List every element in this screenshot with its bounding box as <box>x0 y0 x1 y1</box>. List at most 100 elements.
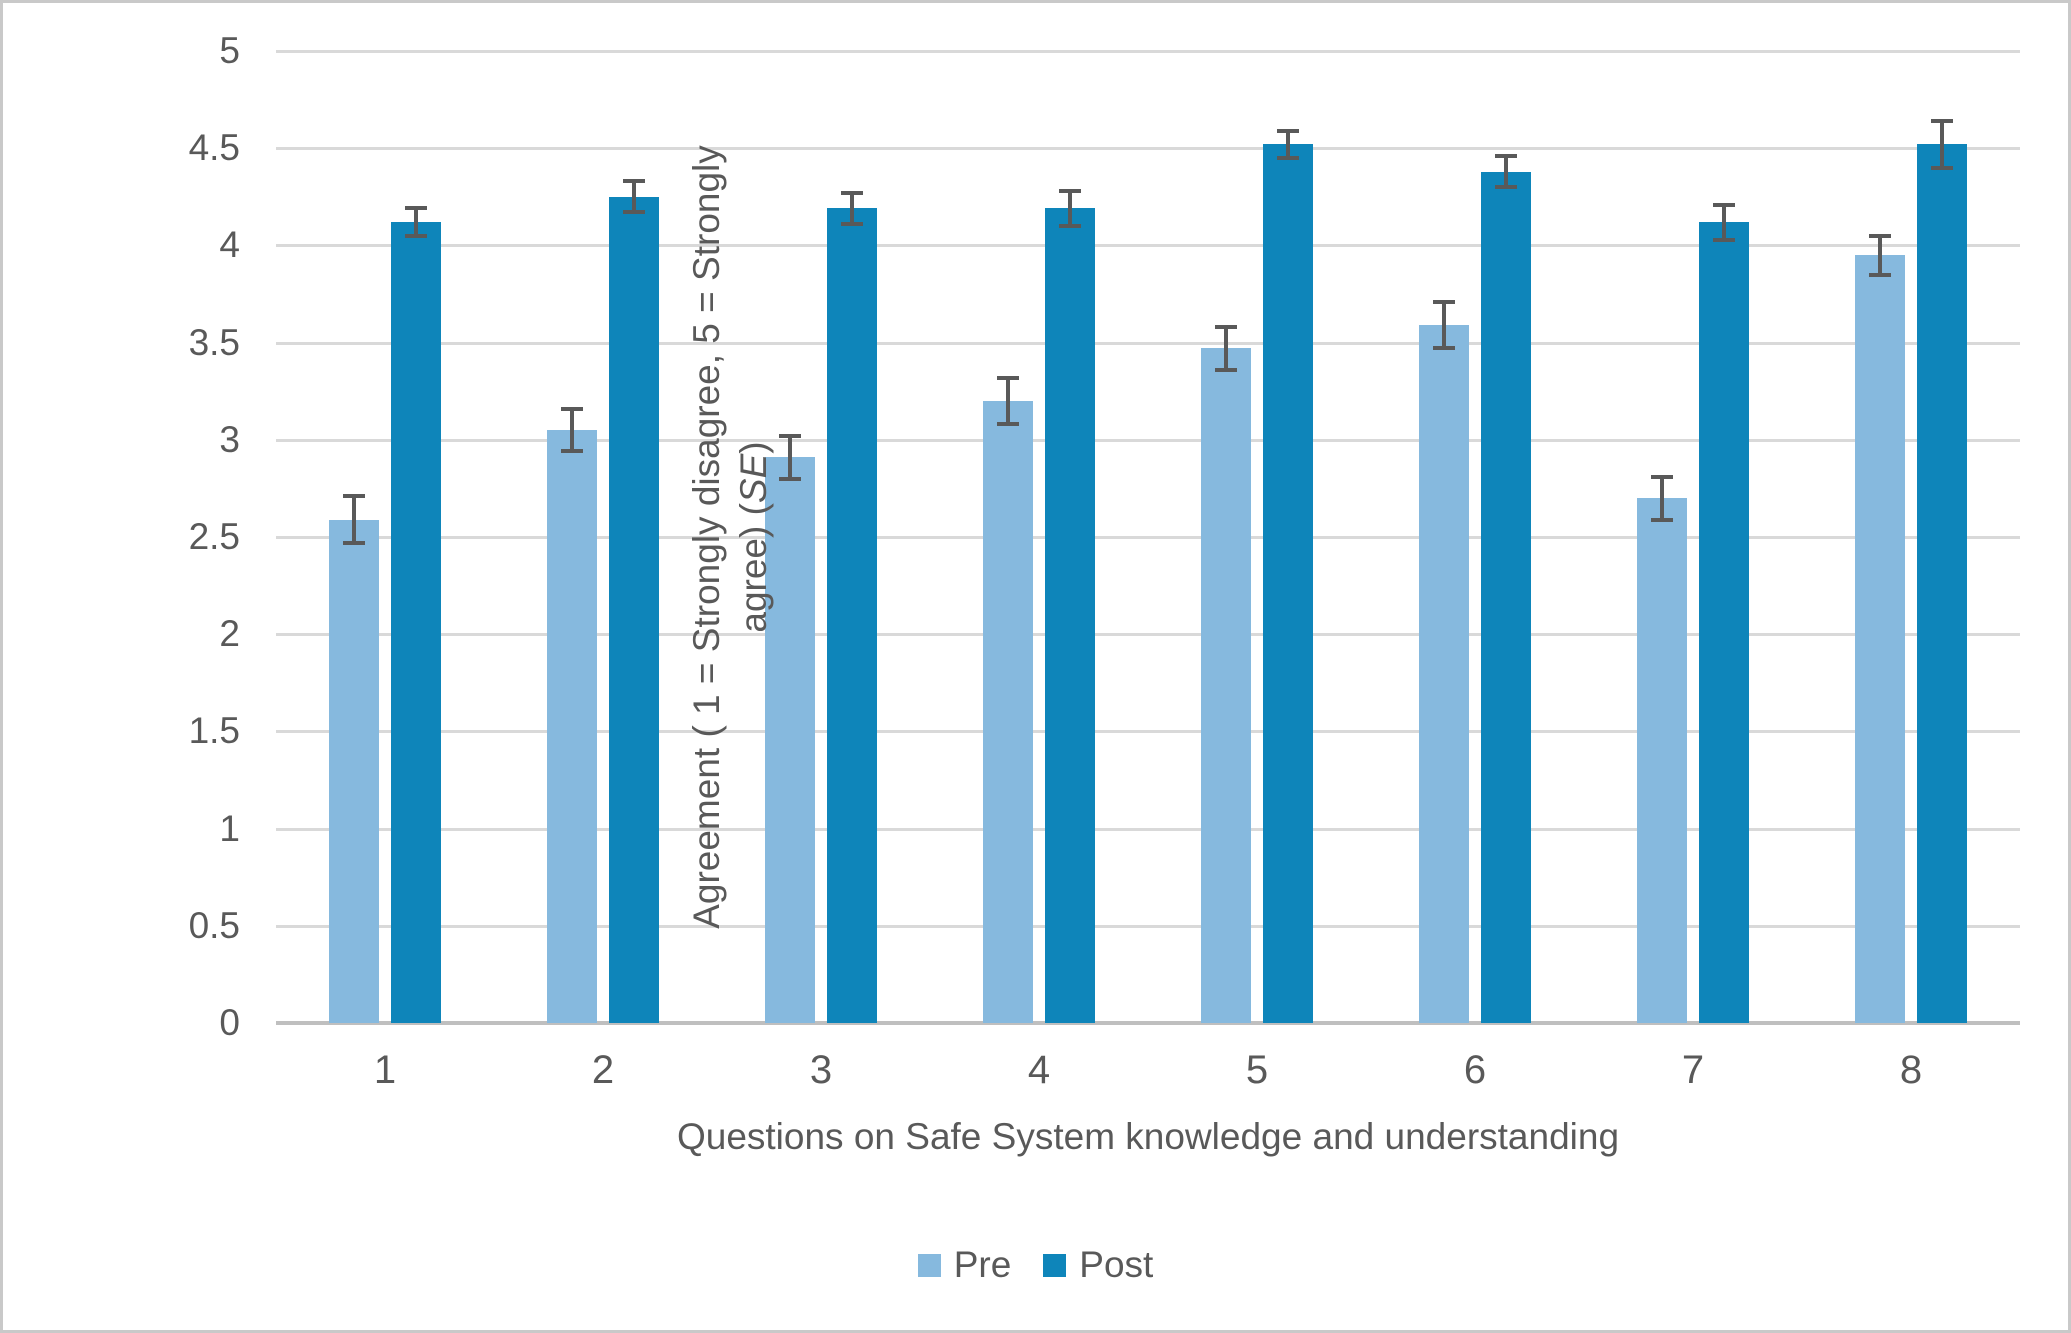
error-bar-cap <box>841 190 863 195</box>
y-tick-label: 1.5 <box>188 710 240 752</box>
y-tick-label: 3.5 <box>188 321 240 363</box>
bar-post-q5 <box>1263 144 1313 1023</box>
error-bar-cap <box>405 206 427 211</box>
error-bar-pre-q6 <box>1442 301 1446 349</box>
error-bar-cap <box>779 476 801 481</box>
gridline <box>276 341 2020 345</box>
legend: Pre Post <box>0 1244 2071 1286</box>
y-tick-label: 4 <box>219 224 240 266</box>
bar-post-q3 <box>827 208 877 1023</box>
x-tick-label: 6 <box>1463 1048 1487 1092</box>
y-tick-label: 5 <box>219 30 240 71</box>
error-bar-cap <box>1495 185 1517 190</box>
legend-swatch-post-icon <box>1043 1253 1067 1277</box>
error-bar-post-q1 <box>414 208 418 236</box>
error-bar-cap <box>1651 517 1673 522</box>
error-bar-pre-q3 <box>788 435 792 479</box>
y-tick-label: 1 <box>219 807 240 849</box>
y-tick-label: 2 <box>219 613 240 655</box>
gridline <box>276 438 2020 442</box>
x-axis-line <box>276 1021 2020 1025</box>
error-bar-pre-q1 <box>352 496 356 543</box>
error-bar-cap <box>1495 153 1517 158</box>
y-tick-label: 3 <box>219 418 240 460</box>
y-tick-label: 2.5 <box>188 516 240 557</box>
bar-post-q8 <box>1917 144 1967 1023</box>
gridline <box>276 924 2020 928</box>
gridline <box>276 536 2020 539</box>
gridline <box>276 730 2020 734</box>
y-axis-title: Agreement ( 1 = Strongly disagree, 5 = S… <box>683 0 777 1162</box>
error-bar-cap <box>1059 188 1081 193</box>
y-tick-label: 0.5 <box>188 904 240 946</box>
error-bar-pre-q2 <box>570 408 574 452</box>
error-bar-post-q4 <box>1068 190 1072 226</box>
x-tick-label: 4 <box>1027 1048 1051 1092</box>
error-bar-cap <box>1931 118 1953 123</box>
error-bar-post-q3 <box>850 192 854 224</box>
bar-pre-q4 <box>983 400 1033 1023</box>
x-axis-title: Questions on Safe System knowledge and u… <box>676 1116 1620 1157</box>
legend-item-pre: Pre <box>917 1244 1012 1286</box>
gridline <box>276 244 2020 248</box>
error-bar-cap <box>1215 325 1237 330</box>
bar-post-q7 <box>1699 222 1749 1023</box>
error-bar-post-q2 <box>632 181 636 213</box>
x-tick-label: 8 <box>1899 1048 1923 1092</box>
bar-post-q1 <box>391 222 441 1023</box>
x-tick-label: 7 <box>1681 1048 1705 1092</box>
error-bar-cap <box>1433 299 1455 304</box>
bar-pre-q3 <box>765 457 815 1023</box>
legend-label-post: Post <box>1079 1244 1154 1285</box>
gridline <box>276 50 2020 53</box>
bar-post-q4 <box>1045 208 1095 1023</box>
error-bar-cap <box>1433 346 1455 351</box>
error-bar-cap <box>623 210 645 215</box>
error-bar-post-q5 <box>1286 130 1290 158</box>
gridline <box>276 147 2020 151</box>
error-bar-cap <box>343 494 365 499</box>
x-tick-label: 3 <box>809 1048 833 1092</box>
error-bar-cap <box>1869 272 1891 277</box>
error-bar-cap <box>1651 474 1673 479</box>
error-bar-cap <box>1059 223 1081 228</box>
error-bar-cap <box>997 375 1019 380</box>
gridline <box>276 633 2020 637</box>
error-bar-pre-q7 <box>1660 476 1664 520</box>
y-axis-title-line1: Agreement ( 1 = Strongly disagree, 5 = S… <box>686 145 727 929</box>
legend-swatch-pre-icon <box>917 1253 941 1277</box>
bar-pre-q7 <box>1637 498 1687 1023</box>
legend-label-pre: Pre <box>953 1244 1012 1285</box>
error-bar-cap <box>779 433 801 438</box>
bar-pre-q1 <box>329 519 379 1023</box>
x-tick-label: 5 <box>1245 1048 1269 1092</box>
error-bar-pre-q5 <box>1224 327 1228 370</box>
error-bar-cap <box>1215 367 1237 372</box>
error-bar-pre-q8 <box>1878 235 1882 275</box>
x-tick-label: 2 <box>591 1048 615 1092</box>
error-bar-cap <box>841 222 863 227</box>
error-bar-cap <box>623 179 645 184</box>
error-bar-cap <box>1713 202 1735 207</box>
error-bar-post-q6 <box>1504 155 1508 188</box>
error-bar-cap <box>1277 128 1299 133</box>
bar-pre-q2 <box>547 430 597 1023</box>
bar-pre-q8 <box>1855 255 1905 1023</box>
error-bar-cap <box>1869 233 1891 238</box>
error-bar-cap <box>1277 155 1299 160</box>
y-tick-label: 4.5 <box>188 127 240 169</box>
bar-pre-q6 <box>1419 325 1469 1023</box>
y-axis-title-line2: agree) (SE) <box>733 441 774 633</box>
error-bar-cap <box>561 449 583 454</box>
error-bar-cap <box>405 233 427 238</box>
y-tick-label: 0 <box>219 1002 240 1043</box>
bar-post-q6 <box>1481 171 1531 1023</box>
error-bar-cap <box>997 422 1019 427</box>
error-bar-cap <box>1931 165 1953 170</box>
error-bar-cap <box>1713 237 1735 242</box>
error-bar-cap <box>561 406 583 411</box>
error-bar-post-q8 <box>1940 120 1944 168</box>
gridline <box>276 827 2020 831</box>
legend-item-post: Post <box>1043 1244 1153 1286</box>
